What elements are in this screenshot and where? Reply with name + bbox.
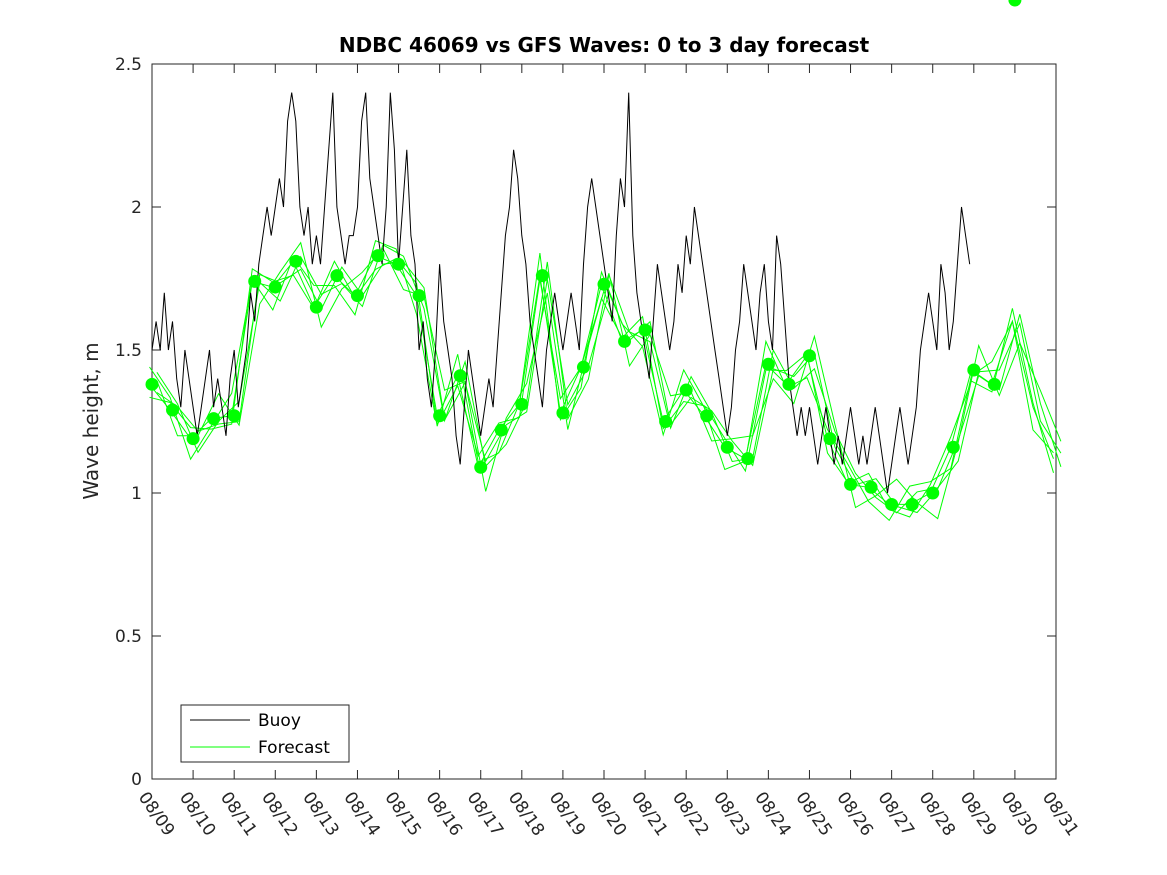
x-tick-label: 08/10 bbox=[175, 788, 219, 840]
x-tick-label: 08/24 bbox=[750, 788, 794, 840]
y-tick-label: 1 bbox=[131, 484, 142, 504]
forecast-marker bbox=[556, 406, 570, 420]
forecast-marker bbox=[905, 497, 919, 511]
legend-buoy-label: Buoy bbox=[258, 711, 301, 731]
forecast-marker bbox=[618, 334, 632, 348]
forecast-marker bbox=[987, 377, 1001, 391]
forecast-line bbox=[156, 241, 1062, 520]
x-tick-label: 08/14 bbox=[339, 788, 383, 840]
x-tick-label: 08/13 bbox=[298, 788, 342, 840]
y-tick-label: 0.5 bbox=[115, 627, 142, 647]
forecast-marker bbox=[926, 486, 940, 500]
forecast-marker bbox=[433, 409, 447, 423]
x-tick-label: 08/30 bbox=[997, 788, 1041, 840]
forecast-marker bbox=[309, 300, 323, 314]
x-tick-label: 08/11 bbox=[216, 788, 260, 840]
buoy-line bbox=[151, 92, 971, 494]
x-tick-label: 08/31 bbox=[1038, 788, 1082, 840]
plot-area bbox=[151, 63, 1057, 780]
forecast-marker bbox=[885, 497, 899, 511]
x-tick-label: 08/23 bbox=[709, 788, 753, 840]
forecast-marker bbox=[289, 254, 303, 268]
x-tick-label: 08/15 bbox=[380, 788, 424, 840]
forecast-marker bbox=[227, 409, 241, 423]
chart-title: NDBC 46069 vs GFS Waves: 0 to 3 day fore… bbox=[339, 33, 870, 57]
forecast-marker bbox=[248, 274, 262, 288]
forecast-marker bbox=[166, 403, 180, 417]
forecast-marker bbox=[330, 269, 344, 283]
x-tick-label: 08/25 bbox=[791, 788, 835, 840]
forecast-marker bbox=[946, 440, 960, 454]
y-tick-label: 2.5 bbox=[115, 55, 142, 75]
forecast-marker bbox=[782, 377, 796, 391]
x-tick-label: 08/22 bbox=[668, 788, 712, 840]
forecast-marker bbox=[1008, 0, 1022, 7]
legend-forecast-label: Forecast bbox=[258, 738, 330, 758]
forecast-marker bbox=[597, 277, 611, 291]
forecast-marker bbox=[392, 257, 406, 271]
legend-box bbox=[180, 704, 350, 763]
x-tick-label: 08/09 bbox=[134, 788, 178, 840]
forecast-line bbox=[149, 240, 1054, 522]
forecast-marker bbox=[700, 409, 714, 423]
legend: Buoy Forecast bbox=[180, 704, 350, 763]
forecast-marker bbox=[453, 369, 467, 383]
forecast-marker bbox=[844, 477, 858, 491]
forecast-marker bbox=[535, 269, 549, 283]
x-tick-label: 08/21 bbox=[627, 788, 671, 840]
forecast-marker bbox=[761, 357, 775, 371]
y-tick-label: 1.5 bbox=[115, 341, 142, 361]
y-axis-label: Wave height, m bbox=[79, 342, 103, 499]
x-tick-label: 08/16 bbox=[422, 788, 466, 840]
x-tick-label: 08/29 bbox=[956, 788, 1000, 840]
forecast-marker bbox=[576, 360, 590, 374]
forecast-marker bbox=[494, 423, 508, 437]
forecast-marker bbox=[659, 415, 673, 428]
y-tick-label: 0 bbox=[131, 770, 142, 790]
forecast-marker bbox=[741, 452, 755, 466]
x-tick-label: 08/12 bbox=[257, 788, 301, 840]
forecast-marker bbox=[823, 432, 837, 446]
forecast-marker bbox=[207, 412, 221, 426]
forecast-marker bbox=[638, 323, 652, 337]
forecast-marker bbox=[186, 432, 200, 446]
forecast-marker bbox=[864, 480, 878, 494]
forecast-marker bbox=[802, 349, 816, 363]
x-tick-label: 08/19 bbox=[545, 788, 589, 840]
forecast-marker bbox=[967, 363, 981, 377]
y-tick-label: 2 bbox=[131, 198, 142, 218]
x-tick-label: 08/28 bbox=[915, 788, 959, 840]
forecast-marker bbox=[350, 289, 364, 303]
forecast-marker bbox=[412, 289, 426, 303]
forecast-marker bbox=[720, 440, 734, 454]
x-tick-label: 08/17 bbox=[463, 788, 507, 840]
x-tick-label: 08/18 bbox=[504, 788, 548, 840]
forecast-marker bbox=[268, 280, 282, 294]
forecast-marker bbox=[371, 249, 385, 263]
x-tick-label: 08/27 bbox=[874, 788, 918, 840]
forecast-marker bbox=[679, 383, 693, 397]
x-tick-label: 08/20 bbox=[586, 788, 630, 840]
x-tick-label: 08/26 bbox=[832, 788, 876, 840]
forecast-marker bbox=[515, 397, 529, 411]
forecast-marker bbox=[474, 460, 488, 474]
forecast-marker bbox=[145, 377, 159, 391]
